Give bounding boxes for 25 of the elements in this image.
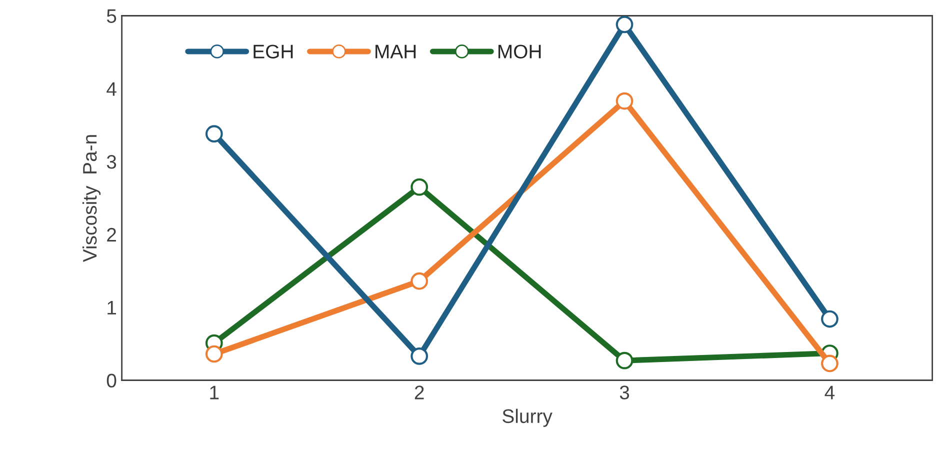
point: [205, 125, 223, 143]
point: [410, 272, 428, 290]
x-tick-label: 3: [620, 386, 630, 400]
point: [205, 345, 223, 363]
point: [616, 16, 634, 34]
point: [616, 352, 634, 370]
y-tick-label: 0: [106, 374, 116, 388]
y-tick-label: 3: [106, 155, 116, 169]
x-tick-label: 1: [210, 386, 219, 400]
legend-label: MOH: [498, 44, 541, 58]
point: [410, 178, 428, 196]
x-axis-title: Slurry: [502, 408, 552, 427]
y-tick-label: 2: [107, 228, 116, 242]
y-tick-label: 5: [106, 9, 116, 23]
point: [821, 354, 838, 372]
legend-label: MAH: [376, 44, 416, 58]
x-tick-label: 4: [824, 386, 835, 400]
x-tick-label: 2: [414, 386, 424, 400]
point: [410, 348, 428, 365]
y-tick-label: 1: [108, 301, 116, 314]
point: [821, 310, 838, 328]
y-axis-title: Viscosity Pa-n: [82, 135, 101, 262]
legend-label: EGH: [254, 44, 293, 58]
y-tick-label: 4: [106, 82, 116, 96]
point: [616, 92, 634, 110]
